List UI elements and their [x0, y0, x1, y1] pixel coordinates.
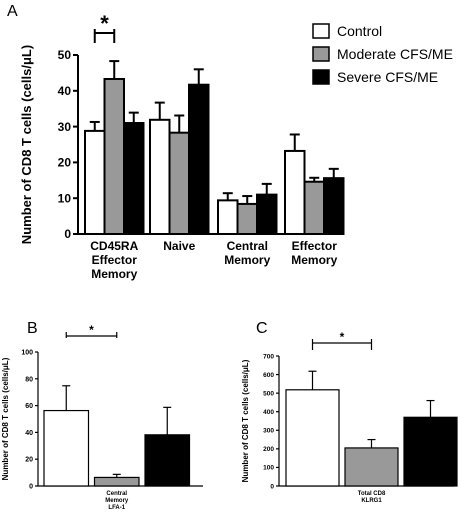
bar [149, 118, 171, 235]
x-tick-label: Central [227, 239, 268, 253]
bar [403, 416, 458, 487]
y-tick-label: 40 [25, 430, 33, 437]
bar [344, 447, 399, 487]
x-tick-label: Memory [291, 253, 337, 267]
bar [144, 434, 191, 487]
y-tick-label: 0 [64, 227, 71, 241]
y-tick-label: 30 [58, 120, 72, 134]
legend-label: Moderate CFS/ME [337, 46, 453, 62]
bar [168, 131, 190, 236]
chart-panel-c: C 0 100 200 300 400 500 600 700 Number of CD8 T c… [241, 320, 458, 504]
x-tick-label: Naive [163, 239, 195, 253]
significance-marker: * [340, 330, 345, 344]
y-axis-label: Number of CD8 T cells (cells/μL) [19, 45, 34, 244]
chart-panel-b: B 0 20 40 60 80 100 Number of CD8 T cells (cell… [1, 320, 203, 511]
bar [256, 193, 278, 235]
legend-swatch [312, 23, 330, 39]
y-tick-label: 80 [25, 376, 33, 383]
y-tick-label: 0 [29, 483, 33, 490]
x-tick-label: KLRG1 [361, 498, 382, 504]
bar [84, 129, 106, 235]
y-tick-label: 300 [263, 428, 274, 435]
panel-label: A [7, 3, 18, 20]
y-tick-label: 200 [263, 446, 274, 453]
y-tick-label: 20 [58, 156, 72, 170]
y-tick-label: 400 [263, 409, 274, 416]
bar [323, 177, 345, 235]
x-tick-label: Total CD8 [358, 491, 386, 497]
y-tick-label: 60 [25, 403, 33, 410]
y-tick-label: 100 [263, 465, 274, 472]
x-tick-label: CD45RA [90, 239, 138, 253]
y-tick-label: 700 [263, 353, 274, 360]
legend-swatch [312, 69, 330, 85]
x-tick-label: Memory [105, 498, 129, 504]
legend: Control Moderate CFS/ME Severe CFS/ME [312, 23, 453, 85]
x-tick-label: Effector [92, 253, 138, 267]
bar [93, 476, 140, 487]
panel-label: B [27, 320, 38, 337]
bar [285, 389, 340, 487]
y-tick-label: 20 [25, 457, 33, 464]
bar [284, 149, 306, 235]
legend-label: Control [337, 23, 382, 39]
y-tick-label: 10 [58, 191, 72, 205]
y-tick-label: 100 [21, 349, 33, 356]
bar [123, 122, 145, 235]
chart-panel-a: A 0 10 20 30 40 50 Number of CD8 T cells (cells… [7, 3, 345, 281]
bar [217, 199, 239, 236]
y-axis-label: Number of CD8 T cells (cells/μL) [1, 357, 10, 480]
y-tick-label: 50 [58, 48, 72, 62]
significance-marker: * [100, 11, 109, 36]
legend-swatch [312, 46, 330, 62]
x-tick-label: Effector [292, 239, 338, 253]
significance-marker: * [89, 323, 94, 337]
y-tick-label: 500 [263, 390, 274, 397]
panel-label: C [256, 320, 268, 337]
x-tick-label: LFA-1 [108, 505, 125, 511]
y-tick-label: 600 [263, 372, 274, 379]
y-axis-label: Number of CD8 T cells (cells/μL) [241, 359, 250, 482]
y-tick-label: 0 [270, 483, 274, 490]
bar [236, 202, 258, 235]
y-tick-label: 40 [58, 84, 72, 98]
bar [103, 77, 125, 236]
bar [188, 83, 210, 235]
bar [303, 180, 325, 235]
x-tick-label: Memory [224, 253, 270, 267]
legend-label: Severe CFS/ME [337, 69, 438, 85]
x-tick-label: Memory [91, 267, 137, 281]
x-tick-label: Central [106, 491, 127, 497]
bar [43, 409, 90, 487]
